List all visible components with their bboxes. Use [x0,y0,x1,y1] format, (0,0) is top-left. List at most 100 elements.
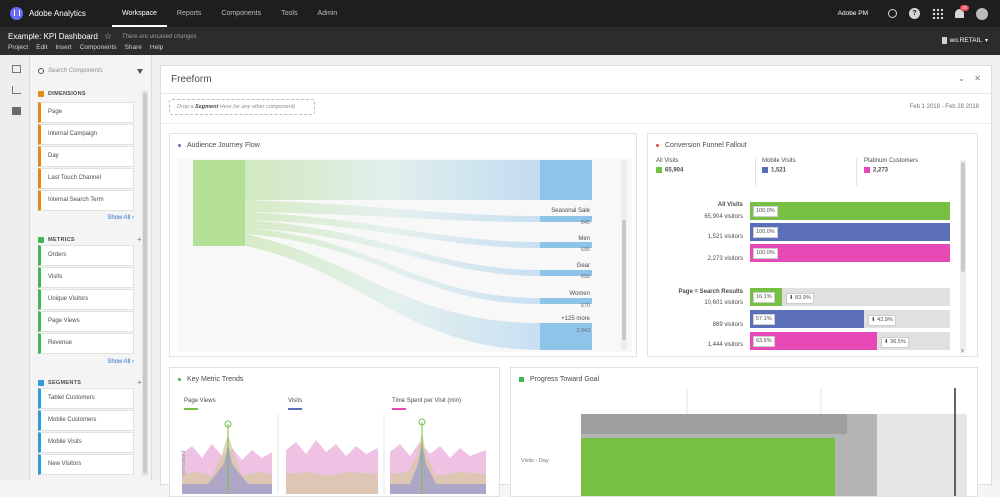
flow-node[interactable] [540,323,592,350]
app-name: Adobe Analytics [29,9,86,18]
funnel-segment-header[interactable]: Mobile Visits 1,521 [762,158,857,186]
list-item[interactable]: New Visitors [38,454,134,475]
fallout-close-icon[interactable]: ✕ [960,349,966,355]
flow-node[interactable] [540,298,592,304]
component-search[interactable]: Search Components [38,65,143,77]
funnel-bar[interactable]: 16.1% [750,288,782,306]
menu-help[interactable]: Help [149,44,164,51]
funnel-bar[interactable]: 63.5% [750,332,877,350]
list-item[interactable]: Mobile Customers [38,410,134,431]
flow-node-value: 845 [580,220,590,226]
flow-node-value: 570 [580,303,590,309]
flow-node-label: Women [569,291,590,297]
fallout-scrollbar[interactable] [960,160,966,350]
segment-drop-zone[interactable]: Drop a Segment Here (or any other compon… [169,99,315,115]
funnel-step-name: All Visits [717,202,743,208]
funnel-dropoff: ⬇ 42.9% [868,315,896,326]
flow-node[interactable] [540,270,592,276]
menu-components[interactable]: Components [79,44,117,51]
segment-icon [38,379,44,386]
flow-scrollbar[interactable] [621,160,627,350]
list-item[interactable]: Page Views [38,311,134,332]
dimensions-header[interactable]: DIMENSIONS [38,91,142,97]
flow-start-node[interactable] [193,160,245,246]
viz-title[interactable]: Conversion Funnel Fallout [665,142,747,149]
trend-metric-header[interactable]: Visits [288,398,302,410]
list-item[interactable]: Day [38,146,134,167]
panel-title[interactable]: Freeform [171,74,212,85]
menu-share[interactable]: Share [124,44,142,51]
goal-visualization: Progress Toward Goal Visits - Day [510,367,978,497]
list-item[interactable]: Page [38,102,134,123]
menu-edit[interactable]: Edit [36,44,48,51]
components-scrollbar-thumb[interactable] [143,93,147,473]
nav-tools[interactable]: Tools [281,10,298,17]
list-item[interactable]: Internal Search Term [38,190,134,211]
list-item[interactable]: Last Touch Channel [38,168,134,189]
collapse-chevron-icon[interactable]: ⌄ [958,74,965,83]
close-icon[interactable]: ✕ [974,74,981,83]
trends-visualization: Key Metric Trends Page Views Visits Time… [169,367,500,497]
nav-admin[interactable]: Admin [317,10,338,17]
visualizations-icon[interactable] [12,86,21,94]
project-title[interactable]: Example: KPI Dashboard [8,32,98,41]
list-item[interactable]: Mobile Visits [38,432,134,453]
funnel-bar[interactable]: 57.1% [750,310,864,328]
funnel-bar[interactable]: 100.0% [750,223,950,241]
favorite-star-icon[interactable]: ☆ [103,31,112,41]
filter-icon[interactable] [137,68,143,74]
list-item[interactable]: Internal Campaign [38,124,134,145]
funnel-segment-header[interactable]: All Visits 65,904 [656,158,756,186]
unsaved-notice: There are unsaved changes [121,33,197,40]
report-suite-selector[interactable]: wo.RETAIL ▾ [941,37,988,44]
show-all-metrics-link[interactable]: Show All › [107,359,134,365]
funnel-row-label: 1,444 visitors [707,342,743,348]
viz-title[interactable]: Progress Toward Goal [530,376,600,383]
viz-title[interactable]: Audience Journey Flow [187,142,260,149]
panels-icon[interactable] [12,65,21,73]
nav-workspace[interactable]: Workspace [112,0,167,27]
org-switcher[interactable]: Adobe PM [837,10,868,17]
segments-header[interactable]: SEGMENTS + [38,378,142,387]
funnel-segment-header[interactable]: Platinum Customers 2,273 [864,158,919,174]
funnel-bar[interactable]: 100.0% [750,244,950,262]
flow-node[interactable] [540,160,592,200]
trend-metric-header[interactable]: Page Views [184,398,216,410]
menu-insert[interactable]: Insert [55,44,72,51]
apps-grid-icon[interactable] [932,8,943,19]
funnel-row-label: 10,601 visitors [704,300,743,306]
user-avatar[interactable] [976,7,988,20]
nav-reports[interactable]: Reports [176,10,202,17]
funnel-bar[interactable]: 100.0% [750,202,950,220]
show-all-dimensions-link[interactable]: Show All › [107,215,134,221]
trend-metric-header[interactable]: Time Spent per Visit (min) [392,398,461,410]
date-range[interactable]: Feb 1 2018 - Feb 28 2018 [909,104,979,110]
nav-components[interactable]: Components [221,10,262,17]
menu-project[interactable]: Project [8,44,29,51]
flow-node-value: 695 [580,247,590,253]
search-icon [38,68,44,74]
brand[interactable]: Adobe Analytics [0,7,112,20]
flow-node-value: 658 [580,274,590,280]
list-item[interactable]: Visits [38,267,134,288]
list-item[interactable]: Unique Visitors [38,289,134,310]
components-icon[interactable] [12,107,21,115]
help-icon[interactable]: ? [909,8,920,19]
list-item[interactable]: Revenue [38,333,134,354]
add-metric-icon[interactable]: + [137,235,142,244]
flow-node[interactable] [540,216,592,222]
project-bar: Example: KPI Dashboard ☆ There are unsav… [0,27,1000,55]
project-menu: Project Edit Insert Components Share Hel… [8,44,171,51]
funnel-dropoff: ⬇ 83.9% [786,293,814,304]
metrics-header[interactable]: METRICS + [38,235,142,244]
flow-node[interactable] [540,242,592,248]
viz-title[interactable]: Key Metric Trends [187,376,244,383]
list-item[interactable]: Orders [38,245,134,266]
add-segment-icon[interactable]: + [137,378,142,387]
fallout-visualization: Conversion Funnel Fallout All Visits 65,… [647,133,978,357]
notifications-bell-icon[interactable]: 20 [955,5,969,18]
viz-status-dot [178,378,181,381]
goal-progress-bar[interactable] [581,438,835,496]
search-icon[interactable] [888,9,897,18]
list-item[interactable]: Tablet Customers [38,388,134,409]
